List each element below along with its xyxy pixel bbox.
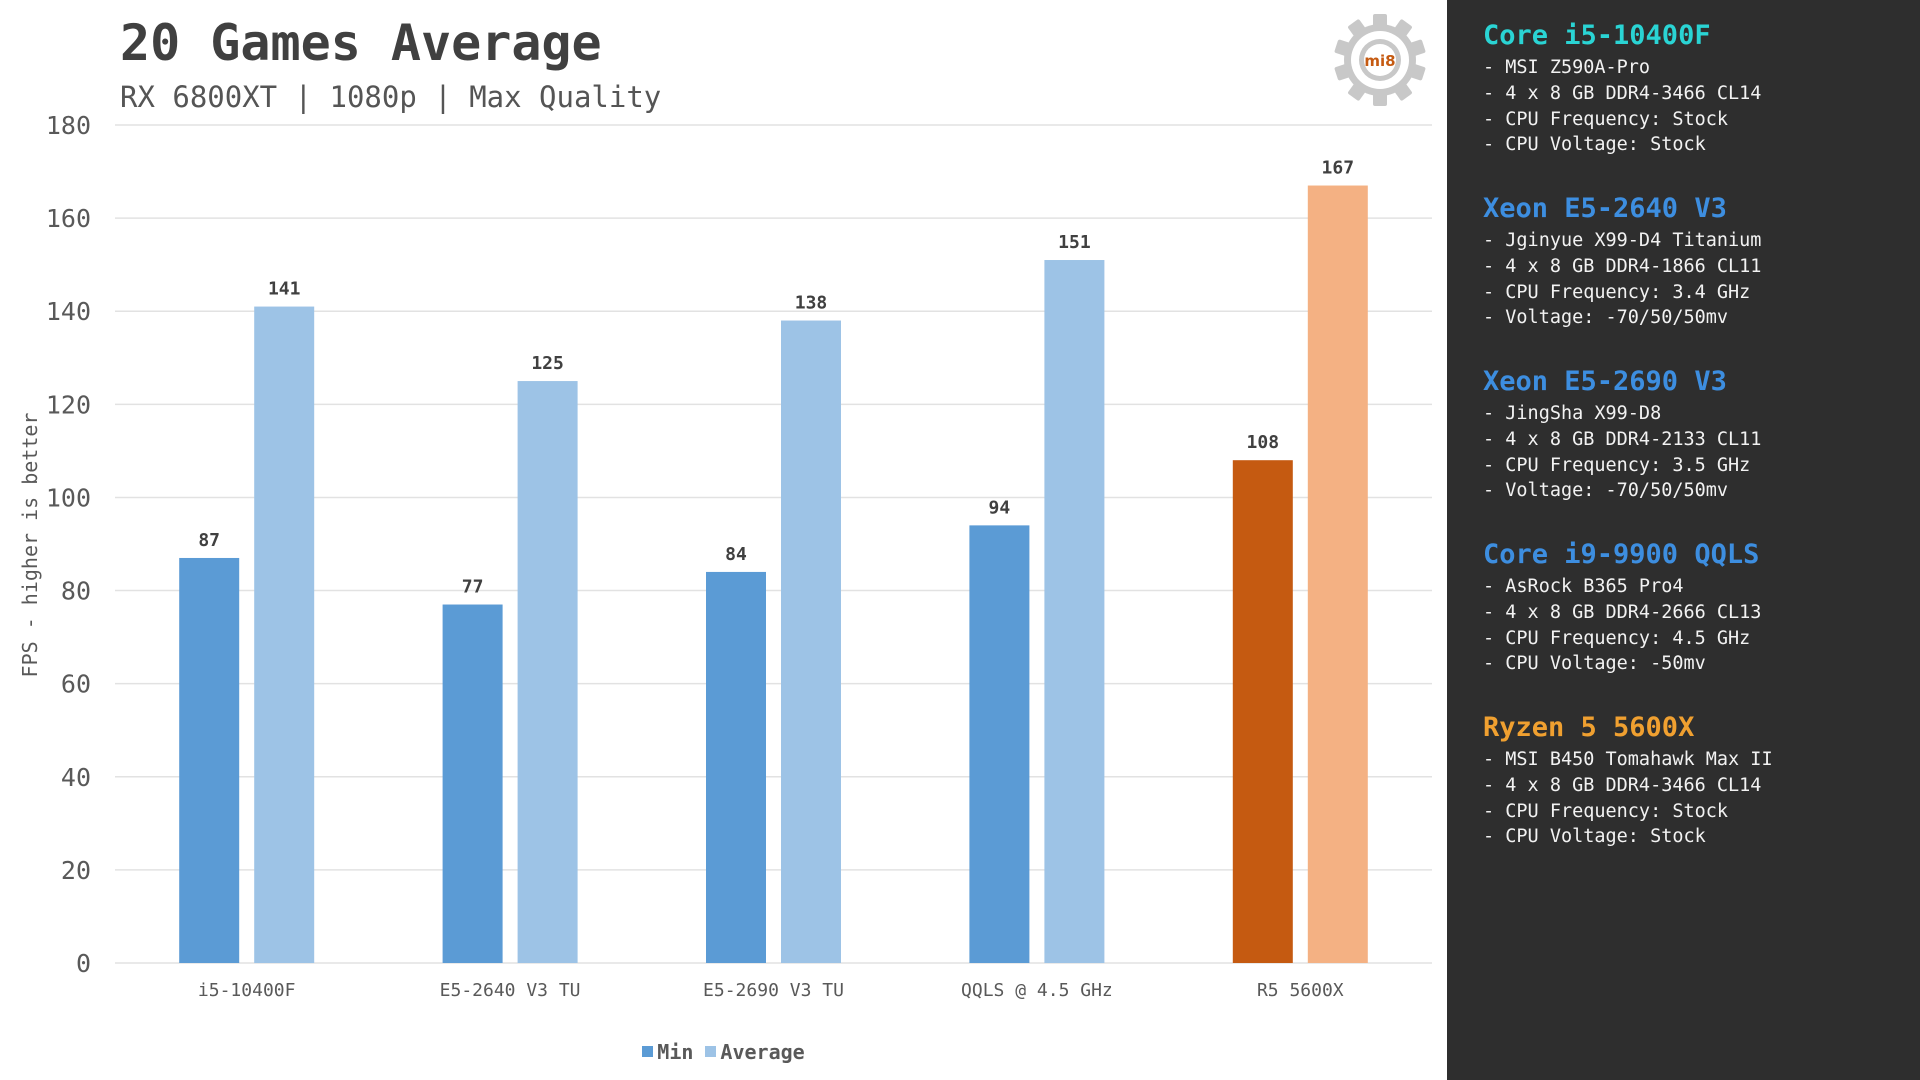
chart-panel: 20 Games Average RX 6800XT | 1080p | Max… [0, 14, 1447, 1064]
cpu-spec-line: - CPU Frequency: Stock [1483, 108, 1729, 130]
cpu-spec-line: - CPU Frequency: 3.4 GHz [1483, 281, 1751, 303]
y-tick-label: 140 [46, 297, 91, 326]
data-label: 87 [198, 530, 220, 551]
y-tick-label: 100 [46, 483, 91, 512]
x-tick-label: QQLS @ 4.5 GHz [961, 980, 1113, 1001]
cpu-name: Xeon E5-2690 V3 [1483, 366, 1727, 397]
data-label: 167 [1322, 158, 1355, 179]
cpu-spec-line: - 4 x 8 GB DDR4-2133 CL11 [1483, 428, 1762, 450]
data-label: 84 [725, 544, 747, 565]
cpu-name: Xeon E5-2640 V3 [1483, 193, 1727, 224]
y-axis-label: FPS - higher is better [18, 413, 42, 678]
bar-chart: 0 20 40 60 80 100 120 140 160 180 87 141 77 125 84 138… [18, 111, 1432, 1001]
bar-min [1232, 460, 1293, 963]
data-label: 151 [1058, 232, 1091, 253]
cpu-spec-line: - 4 x 8 GB DDR4-2666 CL13 [1483, 601, 1762, 623]
legend-item-min: Min [642, 1040, 693, 1064]
cpu-name: Core i5-10400F [1483, 20, 1711, 51]
cpu-spec-line: - CPU Frequency: 4.5 GHz [1483, 627, 1751, 649]
chart-title: 20 Games Average [120, 14, 602, 72]
y-tick-label: 20 [61, 856, 91, 885]
y-tick-label: 60 [61, 670, 91, 699]
legend-swatch [705, 1046, 717, 1057]
cpu-spec-line: - CPU Voltage: Stock [1483, 134, 1706, 156]
y-tick-label: 40 [61, 763, 91, 792]
bar-min [706, 571, 766, 963]
chart-subtitle: RX 6800XT | 1080p | Max Quality [120, 80, 662, 114]
cpu-spec-line: - CPU Frequency: Stock [1483, 800, 1729, 822]
cpu-spec-panel: Core i5-10400F - MSI Z590A-Pro - 4 x 8 GB … [1447, 0, 1920, 1080]
bar-min [442, 604, 503, 963]
data-label: 94 [989, 497, 1011, 518]
cpu-spec-line: - Jginyue X99-D4 Titanium [1483, 230, 1762, 251]
bar-average [517, 381, 578, 963]
x-tick-label: E5-2640 V3 TU [440, 980, 581, 1001]
cpu-spec-block: Xeon E5-2690 V3 - JingSha X99-D8 - 4 x 8 G… [1483, 366, 1761, 504]
legend-swatch [642, 1046, 654, 1057]
bar-average [254, 306, 315, 964]
cpu-spec-block: Ryzen 5 5600X - MSI B450 Tomahawk Max II -… [1483, 712, 1773, 850]
cpu-spec-line: - MSI Z590A-Pro [1483, 57, 1651, 78]
data-label: 108 [1247, 432, 1280, 453]
x-tick-label: R5 5600X [1257, 980, 1344, 1001]
y-tick-label: 0 [76, 949, 91, 978]
cpu-spec-line: - 4 x 8 GB DDR4-3466 CL14 [1483, 774, 1762, 796]
data-label: 141 [268, 279, 301, 300]
cpu-spec-block: Xeon E5-2640 V3 - Jginyue X99-D4 Titanium… [1483, 193, 1761, 331]
cpu-spec-line: - 4 x 8 GB DDR4-1866 CL11 [1483, 255, 1762, 277]
data-label: 125 [531, 353, 564, 374]
legend-label: Min [657, 1040, 694, 1064]
legend-item-average: Average [705, 1040, 805, 1064]
bar-average [1044, 260, 1105, 963]
y-tick-label: 160 [46, 204, 91, 233]
chart-legend: Min Average [0, 1040, 1447, 1064]
cpu-spec-line: - CPU Voltage: Stock [1483, 826, 1706, 848]
bar-min [179, 557, 240, 963]
cpu-spec-line: - CPU Frequency: 3.5 GHz [1483, 454, 1751, 476]
logo-text: mi8 [1364, 52, 1395, 70]
cpu-name: Ryzen 5 5600X [1483, 712, 1695, 743]
cpu-spec-line: - 4 x 8 GB DDR4-3466 CL14 [1483, 82, 1762, 104]
x-tick-label: i5-10400F [198, 980, 296, 1001]
cpu-spec-line: - AsRock B365 Pro4 [1483, 576, 1684, 597]
x-tick-label: E5-2690 V3 TU [703, 980, 844, 1001]
bar-average [1307, 185, 1368, 963]
y-tick-label: 120 [46, 390, 91, 419]
gear-icon: mi8 [1334, 14, 1426, 106]
data-label: 77 [462, 577, 484, 598]
data-label: 138 [795, 293, 828, 314]
cpu-spec-block: Core i5-10400F - MSI Z590A-Pro - 4 x 8 GB … [1483, 20, 1761, 158]
cpu-spec-block: Core i9-9900 QQLS - AsRock B365 Pro4 - 4 x… [1483, 539, 1761, 677]
y-tick-label: 180 [46, 111, 91, 140]
y-tick-label: 80 [61, 577, 91, 606]
cpu-spec-line: - MSI B450 Tomahawk Max II [1483, 749, 1773, 770]
cpu-spec-line: - JingSha X99-D8 [1483, 403, 1662, 424]
cpu-name: Core i9-9900 QQLS [1483, 539, 1760, 570]
bar-min [969, 525, 1030, 963]
legend-label: Average [720, 1040, 805, 1064]
cpu-spec-line: - CPU Voltage: -50mv [1483, 653, 1706, 675]
cpu-spec-line: - Voltage: -70/50/50mv [1483, 307, 1729, 329]
cpu-spec-line: - Voltage: -70/50/50mv [1483, 480, 1729, 502]
bar-average [781, 320, 841, 963]
